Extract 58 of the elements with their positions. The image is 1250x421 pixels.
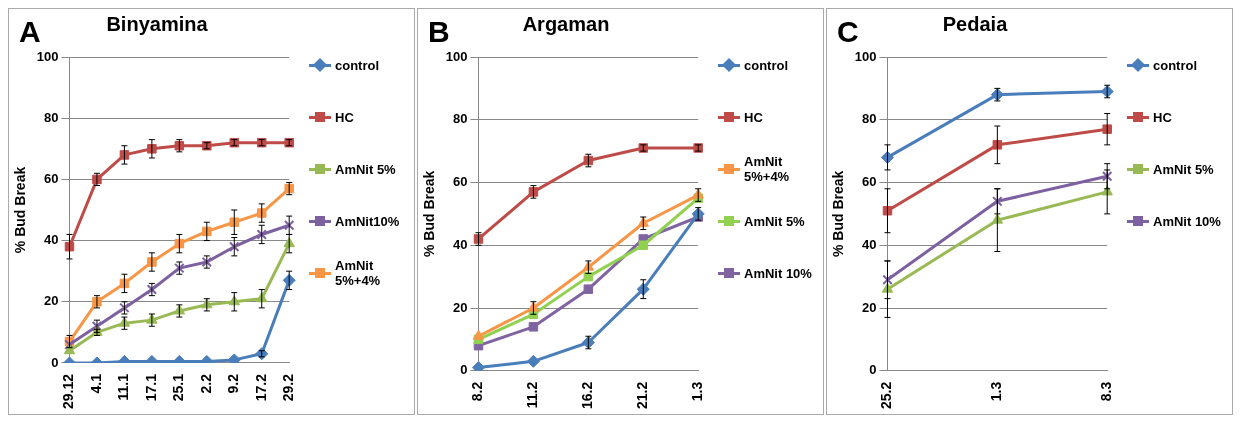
y-tick-label: 80 [44,109,59,125]
y-tick-label: 60 [44,170,59,186]
x-tick-label: 1.3 [988,381,1005,402]
x-tick-label: 17.2 [252,373,269,402]
legend-label: AmNit 10% [744,265,812,281]
chart-title: Binyamina [106,12,209,35]
y-tick-label: 0 [869,362,877,378]
x-tick-label: 2.2 [197,373,214,394]
y-axis-title: % Bud Break [12,166,29,254]
y-tick-label: 40 [862,236,877,252]
y-tick-label: 20 [453,299,468,315]
legend-label: AmNit 5% [335,161,396,177]
text: C [837,15,859,49]
legend-label: control [744,57,789,73]
y-axis-title: % Bud Break [830,170,847,258]
y-tick-label: 40 [453,236,468,252]
x-tick-label: 16.2 [579,381,596,409]
text: A [19,15,41,49]
x-tick-label: 25.1 [170,373,187,402]
x-tick-label: 8.2 [469,381,486,402]
legend-label: AmNit 5%+4% [335,258,382,288]
legend-label: HC [335,109,354,125]
y-tick-label: 100 [445,48,468,64]
legend-label: HC [744,109,763,125]
x-tick-label: 8.3 [1098,381,1115,402]
x-tick-label: 25.2 [878,381,895,409]
x-tick-label: 29.12 [60,373,77,410]
y-tick-label: 0 [460,362,468,378]
y-tick-label: 100 [854,48,877,64]
legend-label: AmNit 10% [1153,213,1221,229]
x-tick-label: 9.2 [225,373,242,394]
legend-label: AmNit 5% [1153,161,1214,177]
y-tick-label: 40 [44,232,59,248]
y-tick-label: 100 [36,48,59,64]
y-tick-label: 20 [862,299,877,315]
y-tick-label: 80 [453,111,468,127]
legend-label: HC [1153,109,1172,125]
chart-title: Argaman [522,12,610,35]
legend-label: control [335,57,380,73]
legend-label: AmNit 5%+4% [744,154,791,184]
y-axis-title: % Bud Break [421,170,438,258]
x-tick-label: 29.2 [280,373,297,402]
text: B [428,15,450,49]
legend-label: control [1153,57,1198,73]
y-tick-label: 0 [51,354,59,370]
x-tick-label: 21.2 [634,381,651,409]
x-tick-label: 4.1 [87,373,104,394]
y-tick-label: 80 [862,111,877,127]
x-tick-label: 11.2 [524,381,541,409]
x-tick-label: 17.1 [142,373,159,402]
y-tick-label: 20 [44,293,59,309]
chart-title: Pedaia [942,12,1009,35]
legend-label: AmNit 5% [744,213,805,229]
y-tick-label: 60 [862,174,877,190]
x-tick-label: 1.3 [689,381,706,402]
x-tick-label: 11.1 [115,373,132,401]
y-tick-label: 60 [453,174,468,190]
legend-label: AmNit10% [335,213,400,229]
